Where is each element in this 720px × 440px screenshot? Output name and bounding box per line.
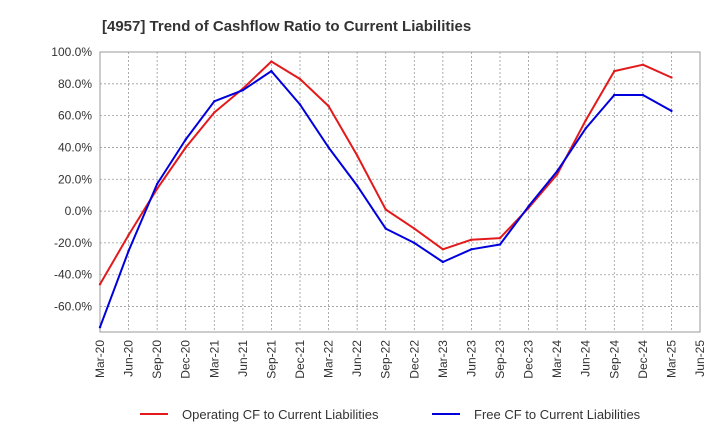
- data-point: [613, 93, 616, 97]
- x-tick-label: Jun-21: [236, 340, 250, 377]
- y-tick-label: 40.0%: [58, 140, 92, 154]
- data-point: [184, 146, 187, 149]
- data-point: [155, 182, 159, 186]
- x-tick-label: Mar-20: [93, 340, 107, 378]
- x-tick-label: Sep-20: [150, 340, 164, 379]
- data-point: [355, 184, 359, 187]
- data-point: [213, 100, 216, 103]
- x-tick-label: Mar-25: [664, 340, 678, 378]
- y-tick-label: 100.0%: [51, 45, 92, 59]
- data-point: [527, 205, 530, 208]
- x-tick-label: Jun-23: [464, 340, 478, 377]
- x-tick-label: Mar-23: [436, 340, 450, 378]
- data-point: [298, 103, 302, 106]
- data-point: [413, 241, 416, 245]
- x-tick-label: Mar-22: [322, 340, 336, 378]
- data-point: [584, 127, 587, 130]
- legend-label-1: Operating CF to Current Liabilities: [182, 407, 379, 422]
- x-tick-label: Dec-24: [636, 340, 650, 379]
- y-tick-label: 60.0%: [58, 109, 92, 123]
- data-point: [155, 187, 159, 191]
- data-point: [98, 326, 102, 329]
- y-tick-label: 20.0%: [58, 172, 92, 186]
- x-tick-label: Sep-22: [379, 340, 393, 379]
- x-tick-label: Jun-25: [693, 340, 707, 377]
- data-point: [555, 170, 559, 173]
- data-point: [470, 248, 473, 251]
- data-point: [441, 248, 445, 251]
- data-point: [355, 154, 359, 157]
- legend: Operating CF to Current Liabilities Free …: [140, 407, 641, 422]
- x-tick-label: Jun-24: [579, 340, 593, 377]
- y-tick-label: 0.0%: [65, 204, 93, 218]
- y-tick-label: -60.0%: [54, 300, 92, 314]
- data-point: [555, 173, 559, 176]
- data-point: [384, 208, 387, 211]
- data-point: [298, 77, 302, 81]
- plot-frame: [99, 51, 701, 333]
- y-tick-label: -40.0%: [54, 268, 92, 282]
- series-layer: [98, 60, 673, 329]
- data-point: [441, 260, 445, 264]
- data-point: [641, 93, 645, 97]
- data-point: [384, 227, 387, 230]
- data-point: [498, 243, 502, 246]
- data-point: [270, 69, 273, 73]
- data-point: [327, 146, 330, 149]
- x-tick-label: Dec-23: [522, 340, 536, 379]
- data-point: [584, 119, 587, 122]
- legend-label-2: Free CF to Current Liabilities: [474, 407, 641, 422]
- x-tick-label: Dec-21: [293, 340, 307, 379]
- y-axis: 100.0% 80.0% 60.0% 40.0% 20.0% 0.0% -20.0% -40.…: [51, 45, 92, 314]
- x-tick-label: Sep-24: [607, 340, 621, 379]
- x-tick-label: Sep-23: [493, 340, 507, 379]
- x-axis: Mar-20 Jun-20 Sep-20 Dec-20 Mar-21 Jun-21 Sep-…: [93, 340, 707, 379]
- data-point: [127, 233, 130, 237]
- x-tick-label: Jun-20: [122, 340, 136, 377]
- y-tick-label: -20.0%: [54, 236, 92, 250]
- x-tick-label: Mar-24: [550, 340, 564, 378]
- x-tick-label: Dec-20: [179, 340, 193, 379]
- data-point: [127, 249, 130, 253]
- x-tick-label: Jun-22: [350, 340, 364, 377]
- x-tick-label: Dec-22: [407, 340, 421, 379]
- data-point: [184, 138, 187, 141]
- x-tick-label: Sep-21: [264, 340, 278, 379]
- grid-lines: [99, 51, 701, 332]
- chart-title: [4957] Trend of Cashflow Ratio to Curren…: [102, 18, 471, 35]
- data-point: [670, 76, 673, 79]
- data-point: [470, 238, 473, 241]
- data-point: [613, 69, 616, 73]
- data-point: [413, 227, 416, 230]
- data-point: [98, 283, 102, 286]
- data-point: [670, 109, 673, 113]
- data-point: [241, 88, 245, 92]
- data-point: [327, 104, 330, 108]
- data-point: [213, 111, 216, 114]
- x-tick-label: Mar-21: [207, 340, 221, 378]
- y-tick-label: 80.0%: [58, 77, 92, 91]
- data-point: [641, 63, 645, 66]
- data-point: [498, 236, 502, 240]
- data-point: [270, 60, 273, 63]
